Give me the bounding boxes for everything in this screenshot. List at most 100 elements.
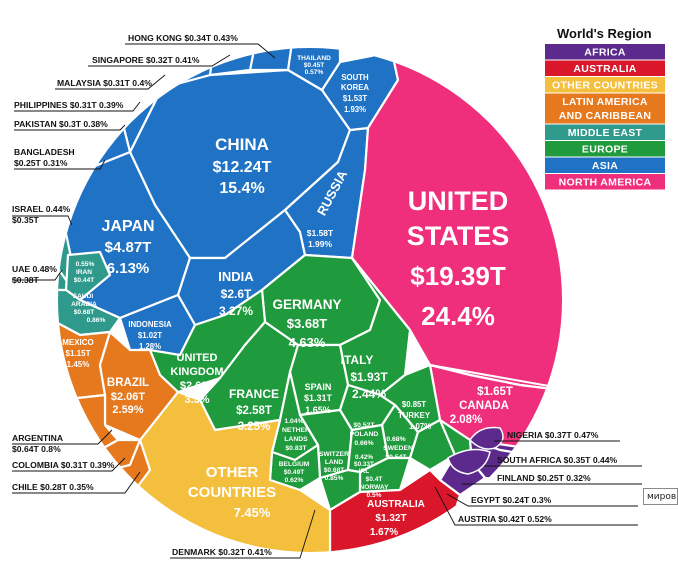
switzerland-value: $0.68T bbox=[324, 467, 345, 474]
indonesia-name: INDONESIA bbox=[128, 320, 172, 329]
switzerland-name2: LAND bbox=[325, 459, 344, 466]
canada-share: 2.08% bbox=[450, 414, 483, 426]
legend-swatch-africa bbox=[545, 44, 665, 60]
callout-israel-value: $0.35T bbox=[12, 215, 40, 225]
other-name2: COUNTRIES bbox=[188, 484, 276, 501]
legend-swatch-other-countries bbox=[545, 77, 665, 93]
callout-austria: AUSTRIA $0.42T 0.52% bbox=[458, 514, 552, 524]
belgium-share: 0.62% bbox=[285, 477, 304, 484]
australia-name: AUSTRALIA bbox=[367, 499, 425, 510]
callout-singapore: SINGAPORE $0.32T 0.41% bbox=[92, 55, 200, 65]
africa-nigeria-blob bbox=[469, 426, 504, 450]
uk-name1: UNITED bbox=[177, 352, 218, 364]
callout-colombia: COLOMBIA $0.31T 0.39% bbox=[12, 460, 115, 470]
legend-label-7-0: NORTH AMERICA bbox=[559, 177, 652, 189]
iran-value: $0.44T bbox=[74, 277, 95, 284]
australia-share: 1.67% bbox=[370, 527, 398, 538]
south-korea-value: $1.53T bbox=[343, 94, 368, 103]
saudi-value: $0.68T bbox=[74, 309, 95, 316]
irl-share: 0.42% bbox=[355, 454, 373, 461]
turkey-value: $0.85T bbox=[402, 400, 427, 409]
sweden-name: SWEDEN bbox=[383, 445, 413, 452]
callout-south-africa: SOUTH AFRICA $0.35T 0.44% bbox=[497, 455, 618, 465]
indonesia-share: 1.28% bbox=[139, 342, 161, 351]
spain-share: 1.65% bbox=[305, 405, 331, 415]
uk-name2: KINGDOM bbox=[170, 366, 223, 378]
mexico-name: MEXICO bbox=[62, 338, 94, 347]
saudi-name2: ARABIA bbox=[71, 301, 97, 308]
mexico-value: $1.15T bbox=[66, 349, 91, 358]
callout-denmark: DENMARK $0.32T 0.41% bbox=[172, 547, 272, 557]
switzerland-name1: SWITZER bbox=[319, 451, 349, 458]
turkey-name: TURKEY bbox=[398, 411, 431, 420]
legend-label-0-0: AFRICA bbox=[584, 47, 626, 59]
netherlands-name2: LANDS bbox=[284, 436, 308, 443]
brazil-name: BRAZIL bbox=[107, 377, 149, 389]
legend-label-3-1: AND CARIBBEAN bbox=[559, 110, 652, 122]
callout-uae-name: UAE 0.48% bbox=[12, 264, 57, 274]
japan-share: 6.13% bbox=[107, 260, 150, 277]
russia-share: 1.99% bbox=[308, 239, 333, 249]
callout-israel-name: ISRAEL 0.44% bbox=[12, 204, 70, 214]
mexico-share: 1.45% bbox=[67, 360, 90, 369]
saudi-share: 0.86% bbox=[87, 317, 106, 324]
china-name: CHINA bbox=[215, 135, 269, 154]
belgium-name: BELGIUM bbox=[279, 461, 310, 468]
callout-labels: HONG KONG $0.34T 0.43% SINGAPORE $0.32T … bbox=[12, 33, 618, 557]
switzerland-share: 0.85% bbox=[325, 475, 344, 482]
us-name1: UNITED bbox=[408, 186, 509, 216]
legend-label-4-0: MIDDLE EAST bbox=[568, 127, 643, 139]
poland-value: $0.52T bbox=[353, 422, 375, 429]
cell-thailand bbox=[286, 48, 342, 92]
uk-value: $2.62T bbox=[180, 380, 215, 392]
inside-labels: UNITED STATES $19.39T 24.4% CHINA $12.24… bbox=[62, 55, 513, 538]
uk-share: 3.3% bbox=[184, 394, 209, 406]
saudi-name1: SAUDI bbox=[73, 293, 94, 300]
legend-swatch-europe bbox=[545, 141, 665, 157]
poland-name: POLAND bbox=[350, 431, 379, 438]
other-share: 7.45% bbox=[234, 505, 271, 520]
canada-value: $1.65T bbox=[477, 386, 513, 398]
legend-swatch-north-america bbox=[545, 174, 665, 190]
us-name2: STATES bbox=[407, 221, 510, 251]
iran-name: IRAN bbox=[76, 269, 92, 276]
legend-swatch-latin-america-and-caribbean bbox=[545, 93, 665, 124]
legend-label-1-0: AUSTRALIA bbox=[573, 63, 636, 75]
tooltip-box: миров bbox=[643, 488, 678, 505]
callout-pakistan: PAKISTAN $0.3T 0.38% bbox=[14, 119, 108, 129]
cells-group bbox=[58, 48, 562, 552]
legend-swatch-middle-east bbox=[545, 124, 665, 140]
legend: World's Region AFRICA AUSTRALIA OTHER COUN… bbox=[545, 26, 665, 190]
poland-share: 0.66% bbox=[354, 440, 373, 447]
japan-name: JAPAN bbox=[101, 218, 154, 235]
france-name: FRANCE bbox=[229, 387, 279, 401]
india-name: INDIA bbox=[218, 269, 254, 284]
indonesia-value: $1.02T bbox=[138, 331, 163, 340]
legend-label-6-0: ASIA bbox=[592, 160, 618, 172]
australia-value: $1.32T bbox=[375, 513, 406, 524]
turkey-share: 1.07% bbox=[409, 422, 431, 431]
callout-bangladesh-name: BANGLADESH bbox=[14, 147, 75, 157]
thailand-share: 0.57% bbox=[305, 69, 324, 76]
brazil-share: 2.59% bbox=[112, 404, 143, 416]
south-korea-name2: KOREA bbox=[341, 83, 370, 92]
callout-malaysia: MALAYSIA $0.31T 0.4% bbox=[57, 78, 152, 88]
south-korea-name1: SOUTH bbox=[341, 73, 369, 82]
thailand-value: $0.45T bbox=[304, 62, 325, 69]
south-korea-share: 1.93% bbox=[344, 105, 366, 114]
china-value: $12.24T bbox=[213, 159, 272, 176]
china-share: 15.4% bbox=[219, 180, 264, 197]
legend-items: AFRICA AUSTRALIA OTHER COUNTRIES LATIN AMER… bbox=[545, 44, 665, 190]
legend-swatch-asia bbox=[545, 157, 665, 173]
germany-name: GERMANY bbox=[272, 297, 341, 312]
legend-label-2-0: OTHER COUNTRIES bbox=[552, 80, 658, 92]
germany-value: $3.68T bbox=[287, 316, 328, 331]
callout-egypt: EGYPT $0.24T 0.3% bbox=[471, 495, 552, 505]
irl-name: IRL bbox=[359, 468, 369, 475]
netherlands-share: 1.04% bbox=[284, 418, 303, 425]
norway-share: 0.5% bbox=[366, 492, 381, 499]
germany-share: 4.63% bbox=[289, 335, 326, 350]
italy-share: 2.44% bbox=[352, 387, 386, 401]
africa-southafrica-blob bbox=[447, 448, 491, 475]
